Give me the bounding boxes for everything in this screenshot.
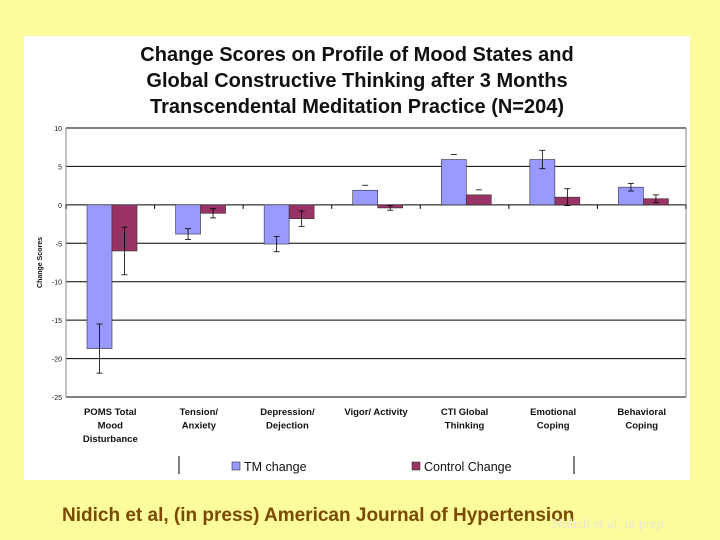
chart-title-line-3: Transcendental Meditation Practice (N=20… xyxy=(149,96,565,118)
x-category-label: Disturbance xyxy=(83,434,138,445)
bar-tm-3 xyxy=(352,189,379,206)
x-category-label: Emotional xyxy=(530,407,576,418)
y-tick-label: -20 xyxy=(52,357,62,364)
x-category-label: Dejection xyxy=(266,421,309,432)
bar-tm-4 xyxy=(440,159,467,206)
x-category-label: Tension/ xyxy=(180,407,219,418)
y-tick-label: -5 xyxy=(56,241,62,248)
watermark-text: Nidich et al, in prep xyxy=(552,517,664,532)
y-tick-label: 10 xyxy=(54,126,62,133)
legend-label-tm: TM change xyxy=(244,460,307,474)
x-category-label: Behavioral xyxy=(617,407,666,418)
y-tick-label: -10 xyxy=(52,280,62,287)
legend-swatch-control xyxy=(411,461,421,471)
x-category-label: Coping xyxy=(537,421,570,432)
chart-title-line-2: Global Constructive Thinking after 3 Mon… xyxy=(146,70,568,92)
x-category-label: POMS Total xyxy=(84,407,137,418)
chart-title-line-1: Change Scores on Profile of Mood States … xyxy=(140,44,574,66)
y-axis-label: Change Scores xyxy=(37,237,44,288)
chart-panel xyxy=(24,36,690,480)
x-category-label: Thinking xyxy=(445,421,485,432)
x-category-label: CTI Global xyxy=(441,407,489,418)
x-category-label: Depression/ xyxy=(260,407,315,418)
y-tick-label: -15 xyxy=(52,318,62,325)
x-category-label: Anxiety xyxy=(182,421,217,432)
y-tick-label: -25 xyxy=(52,395,62,402)
y-tick-label: 0 xyxy=(58,203,62,210)
chart-title: Change Scores on Profile of Mood States … xyxy=(24,42,690,120)
x-category-label: Vigor/ Activity xyxy=(344,407,408,418)
x-category-label: Coping xyxy=(625,421,658,432)
x-category-label: Mood xyxy=(98,421,124,432)
legend-swatch-tm xyxy=(231,461,241,471)
citation-text: Nidich et al, (in press) American Journa… xyxy=(62,505,575,526)
legend-label-control: Control Change xyxy=(424,460,512,474)
bar-control-4 xyxy=(465,194,492,206)
y-tick-label: 5 xyxy=(58,164,62,171)
